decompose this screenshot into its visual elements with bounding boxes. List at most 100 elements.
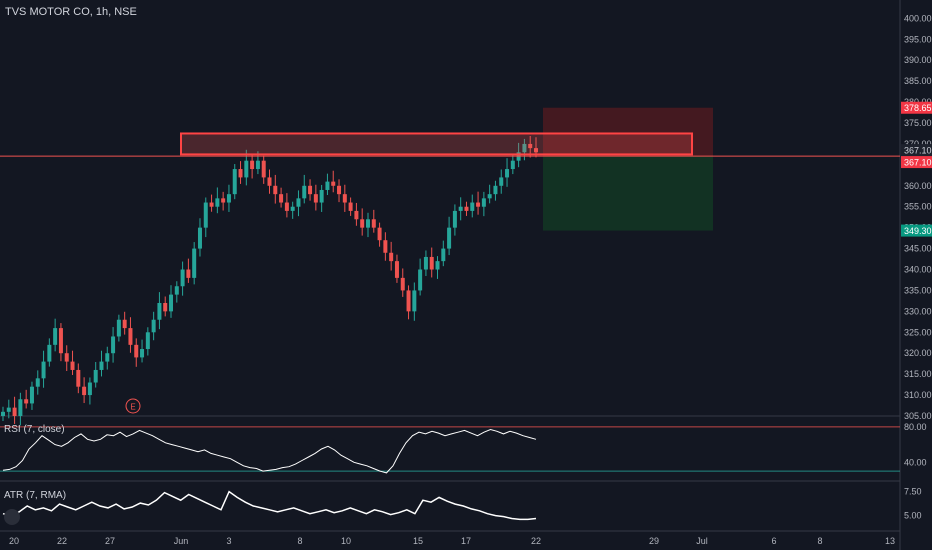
candle-body xyxy=(337,185,342,195)
candle-body xyxy=(476,202,481,207)
candle-body xyxy=(76,369,81,387)
candle-body xyxy=(441,248,446,262)
candle-body xyxy=(394,261,399,278)
candle-body xyxy=(244,160,249,178)
x-tick-label: 22 xyxy=(531,536,541,546)
candle-body xyxy=(325,181,330,190)
candle-body xyxy=(528,143,533,149)
y-tick-label: 325.00 xyxy=(904,327,932,337)
candle-body xyxy=(186,269,191,278)
candle-body xyxy=(238,169,243,178)
rsi-label[interactable]: RSI (7, close) xyxy=(4,424,65,435)
candle-body xyxy=(203,202,208,228)
price-tag xyxy=(901,156,932,169)
candle-body xyxy=(163,302,168,312)
candle-body xyxy=(371,219,376,228)
candle-body xyxy=(140,349,145,358)
candle-body xyxy=(128,328,133,345)
candle-body xyxy=(429,256,434,270)
candle-body xyxy=(6,407,11,412)
price-tag-label: 367.10 xyxy=(904,158,932,168)
candle-body xyxy=(215,198,220,207)
candle-body xyxy=(290,206,295,211)
y-tick-label: 315.00 xyxy=(904,369,932,379)
candle-body xyxy=(406,290,411,312)
candle-body xyxy=(313,194,318,203)
x-tick-label: 22 xyxy=(57,536,67,546)
candle-body xyxy=(105,353,110,362)
stop-loss-zone xyxy=(543,107,713,157)
candle-body xyxy=(134,344,139,358)
price-tag-label: 378.65 xyxy=(904,103,932,113)
candle-body xyxy=(423,256,428,270)
price-tag xyxy=(901,224,932,237)
candle-body xyxy=(180,269,185,287)
y-tick-label: 360.00 xyxy=(904,181,932,191)
candle-body xyxy=(470,202,475,211)
candle-body xyxy=(157,302,162,320)
y-tick-label: 375.00 xyxy=(904,118,932,128)
candle-body xyxy=(534,148,538,153)
candle-body xyxy=(365,219,370,228)
x-tick-label: 15 xyxy=(413,536,423,546)
candle-body xyxy=(296,198,301,207)
candle-body xyxy=(348,202,353,211)
y-tick-label: 320.00 xyxy=(904,348,932,358)
y-tick-label: 400.00 xyxy=(904,13,932,23)
candle-body xyxy=(192,248,197,278)
candle-body xyxy=(389,252,394,262)
candle-body xyxy=(464,206,469,211)
candle-body xyxy=(400,277,405,291)
candle-body xyxy=(481,198,486,207)
resistance-zone xyxy=(180,132,693,156)
earnings-icon xyxy=(125,398,141,414)
x-tick-label: 27 xyxy=(105,536,115,546)
candle-body xyxy=(331,181,336,186)
candle-body xyxy=(499,177,504,186)
candle-body xyxy=(111,336,116,354)
y-tick-label: 355.00 xyxy=(904,202,932,212)
x-tick-label: 8 xyxy=(297,536,302,546)
symbol-title[interactable]: TVS MOTOR CO, 1h, NSE xyxy=(5,6,137,18)
candle-body xyxy=(354,210,359,220)
y-tick-label: 345.00 xyxy=(904,244,932,254)
price-tag-label: 367.10 xyxy=(904,146,932,156)
atr-label[interactable]: ATR (7, RMA) xyxy=(4,490,67,501)
atr-tick-label: 5.00 xyxy=(904,511,922,521)
candle-body xyxy=(279,194,284,203)
candle-body xyxy=(64,353,69,362)
candle-body xyxy=(273,185,278,195)
rsi-line xyxy=(2,428,537,474)
candle-body xyxy=(12,407,17,416)
earnings-marker: E xyxy=(130,403,135,412)
candle-body xyxy=(452,210,457,228)
candle-body xyxy=(151,319,156,333)
y-tick-label: 305.00 xyxy=(904,411,932,421)
y-tick-label: 395.00 xyxy=(904,34,932,44)
candle-body xyxy=(209,202,214,207)
y-tick-label: 370.00 xyxy=(904,139,932,149)
candle-body xyxy=(116,319,121,337)
candle-body xyxy=(435,261,440,270)
target-zone xyxy=(543,156,713,231)
rsi-tick-label: 40.00 xyxy=(904,457,927,467)
candle-body xyxy=(58,328,63,354)
x-tick-label: 13 xyxy=(885,536,895,546)
candle-body xyxy=(505,169,510,178)
candle-body xyxy=(342,194,347,203)
candle-body xyxy=(487,194,492,199)
y-tick-label: 390.00 xyxy=(904,55,932,65)
candle-body xyxy=(197,227,202,249)
candle-body xyxy=(250,160,255,170)
candle-body xyxy=(82,386,87,396)
candle-body xyxy=(145,332,150,350)
tv-logo-icon xyxy=(4,509,20,525)
candle-body xyxy=(87,382,92,396)
candle-body xyxy=(53,328,58,345)
x-tick-label: 29 xyxy=(649,536,659,546)
candle-body xyxy=(377,227,382,241)
x-tick-label: 17 xyxy=(461,536,471,546)
x-tick-label: 20 xyxy=(9,536,19,546)
x-tick-label: 10 xyxy=(341,536,351,546)
